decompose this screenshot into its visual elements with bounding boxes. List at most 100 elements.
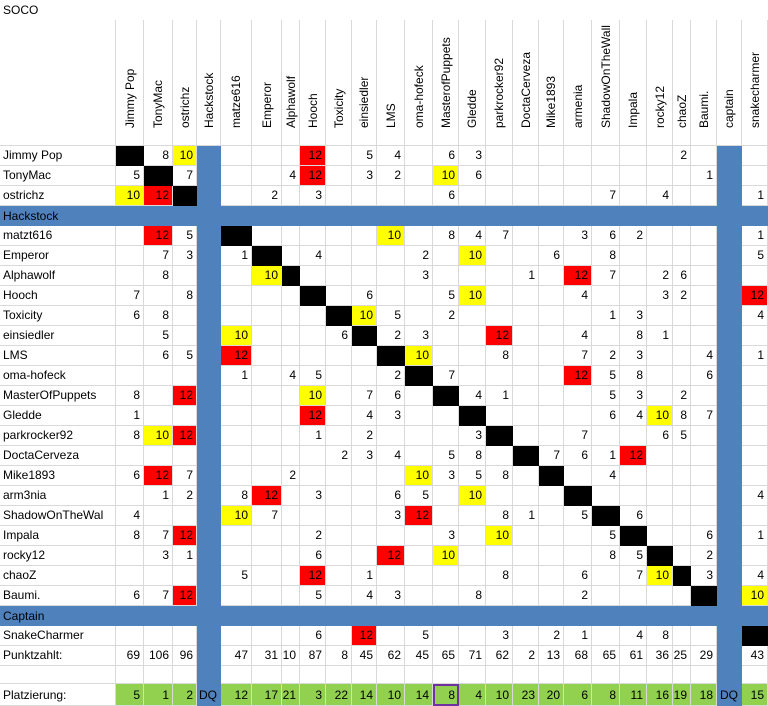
vote-cell[interactable] — [173, 446, 197, 466]
vote-cell[interactable]: 1 — [513, 506, 539, 526]
vote-cell[interactable] — [326, 426, 352, 446]
vote-cell[interactable]: 10 — [486, 526, 513, 546]
vote-cell[interactable] — [405, 546, 433, 566]
vote-cell[interactable] — [717, 146, 742, 166]
vote-cell[interactable] — [486, 306, 513, 326]
row-label[interactable]: TonyMac — [0, 166, 116, 186]
vote-cell[interactable] — [197, 566, 221, 586]
row-label[interactable]: Emperor — [0, 246, 116, 266]
vote-cell[interactable]: 7 — [486, 226, 513, 246]
vote-cell[interactable] — [144, 286, 173, 306]
column-header[interactable]: MasterofPuppets — [433, 20, 459, 146]
vote-cell[interactable] — [564, 526, 592, 546]
vote-cell[interactable] — [300, 506, 326, 526]
vote-cell[interactable]: 3 — [300, 186, 326, 206]
vote-cell[interactable] — [433, 386, 459, 406]
column-header[interactable]: matze616 — [221, 20, 252, 146]
totals-label[interactable]: Punktzahlt: — [0, 646, 116, 666]
vote-cell[interactable]: 8 — [486, 506, 513, 526]
vote-cell[interactable]: 7 — [116, 286, 144, 306]
vote-cell[interactable] — [539, 426, 564, 446]
empty-cell[interactable] — [197, 666, 221, 684]
column-header[interactable]: Impala — [620, 20, 647, 146]
vote-cell[interactable] — [221, 526, 252, 546]
vote-cell[interactable] — [564, 406, 592, 426]
column-header[interactable]: Emperor — [252, 20, 282, 146]
vote-cell[interactable] — [647, 526, 673, 546]
vote-cell[interactable] — [564, 466, 592, 486]
vote-cell[interactable] — [197, 306, 221, 326]
row-label[interactable]: oma-hofeck — [0, 366, 116, 386]
vote-cell[interactable] — [620, 166, 647, 186]
vote-cell[interactable] — [742, 506, 768, 526]
vote-cell[interactable] — [221, 466, 252, 486]
vote-cell[interactable] — [197, 286, 221, 306]
vote-cell[interactable]: 10 — [647, 406, 673, 426]
vote-cell[interactable] — [647, 246, 673, 266]
vote-cell[interactable] — [564, 146, 592, 166]
vote-cell[interactable] — [513, 426, 539, 446]
vote-cell[interactable]: 1 — [564, 626, 592, 646]
vote-cell[interactable] — [116, 366, 144, 386]
vote-cell[interactable]: 4 — [459, 386, 486, 406]
vote-cell[interactable] — [282, 246, 300, 266]
vote-cell[interactable] — [486, 486, 513, 506]
vote-cell[interactable] — [405, 186, 433, 206]
total-cell[interactable]: 36 — [647, 646, 673, 666]
vote-cell[interactable] — [352, 526, 377, 546]
vote-cell[interactable]: 1 — [144, 486, 173, 506]
vote-cell[interactable]: 2 — [647, 266, 673, 286]
total-cell[interactable]: 87 — [300, 646, 326, 666]
vote-cell[interactable]: 7 — [144, 526, 173, 546]
vote-cell[interactable]: 2 — [252, 186, 282, 206]
vote-cell[interactable]: 10 — [252, 266, 282, 286]
vote-cell[interactable] — [513, 226, 539, 246]
row-label[interactable]: Impala — [0, 526, 116, 546]
vote-cell[interactable]: 10 — [459, 246, 486, 266]
vote-cell[interactable] — [221, 586, 252, 606]
total-cell[interactable]: 29 — [691, 646, 717, 666]
vote-cell[interactable] — [647, 306, 673, 326]
empty-cell[interactable] — [377, 666, 405, 684]
vote-cell[interactable]: 7 — [144, 586, 173, 606]
vote-cell[interactable] — [252, 386, 282, 406]
empty-cell[interactable] — [0, 666, 116, 684]
vote-cell[interactable]: 2 — [282, 466, 300, 486]
vote-cell[interactable] — [717, 506, 742, 526]
vote-cell[interactable]: 12 — [486, 326, 513, 346]
vote-cell[interactable]: 5 — [433, 446, 459, 466]
vote-cell[interactable] — [539, 506, 564, 526]
vote-cell[interactable] — [539, 546, 564, 566]
vote-cell[interactable]: 12 — [252, 486, 282, 506]
vote-cell[interactable]: 12 — [144, 226, 173, 246]
vote-cell[interactable] — [433, 326, 459, 346]
vote-cell[interactable]: 8 — [116, 426, 144, 446]
vote-cell[interactable]: 4 — [116, 506, 144, 526]
vote-cell[interactable] — [221, 146, 252, 166]
vote-cell[interactable]: 12 — [742, 286, 768, 306]
vote-cell[interactable] — [405, 426, 433, 446]
vote-cell[interactable] — [144, 506, 173, 526]
vote-cell[interactable]: 8 — [144, 146, 173, 166]
vote-cell[interactable] — [252, 406, 282, 426]
vote-cell[interactable]: 5 — [592, 386, 620, 406]
empty-cell[interactable] — [620, 666, 647, 684]
total-cell[interactable]: 62 — [486, 646, 513, 666]
vote-cell[interactable]: 6 — [144, 346, 173, 366]
vote-cell[interactable] — [673, 626, 691, 646]
vote-cell[interactable] — [326, 626, 352, 646]
vote-cell[interactable]: 6 — [592, 226, 620, 246]
vote-cell[interactable]: 7 — [173, 166, 197, 186]
vote-cell[interactable] — [221, 186, 252, 206]
vote-cell[interactable] — [221, 626, 252, 646]
vote-cell[interactable] — [116, 246, 144, 266]
vote-cell[interactable]: 6 — [564, 566, 592, 586]
placement-cell[interactable]: DQ — [717, 684, 742, 706]
vote-cell[interactable] — [673, 506, 691, 526]
vote-cell[interactable]: 2 — [564, 586, 592, 606]
vote-cell[interactable] — [717, 546, 742, 566]
row-label[interactable]: DoctaCerveza — [0, 446, 116, 466]
vote-cell[interactable] — [513, 386, 539, 406]
empty-cell[interactable] — [144, 666, 173, 684]
vote-cell[interactable]: 3 — [459, 426, 486, 446]
